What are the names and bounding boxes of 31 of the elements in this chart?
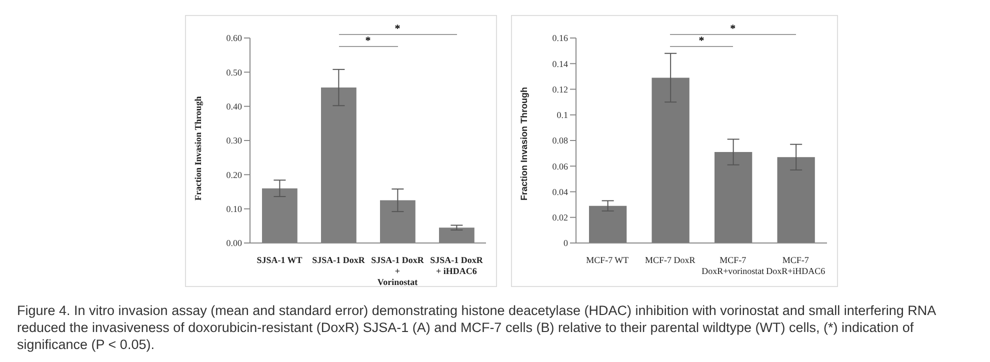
y-tick-label: 0.60 [226, 33, 242, 44]
y-axis-title: Fraction Invasion Through [519, 86, 530, 200]
y-tick-label: 0.1 [556, 110, 568, 120]
y-tick-label: 0.06 [552, 161, 568, 172]
text: * [394, 23, 402, 35]
y-tick-label: 0.04 [552, 186, 568, 197]
y-tick-label: 0.50 [226, 67, 242, 78]
y-tick-label: 0.20 [226, 170, 242, 180]
y-tick-label: 0.08 [552, 136, 568, 146]
y-tick-label: 0.16 [552, 33, 568, 44]
x-tick-label: MCF-7 DoxR+iHDAC6 [766, 255, 826, 276]
y-axis-title: Fraction Invasion Through [193, 96, 204, 200]
y-tick-label: 0.02 [552, 212, 568, 223]
caption: Figure 4. In vitro invasion assay (mean and standard error) demonstrating histone deacetylase (HDAC) inhibition with vorinostat and small interfering RNA reduced the invasiveness of doxorubicin-resistant (DoxR) SJSA-1 (A) and MCF-7 cells (B) relative to their parental wildtype (WT) cells, (*) indication of significance (P < 0.05). [17, 302, 937, 353]
x-tick-label: SJSA-1 WT [256, 255, 302, 265]
x-tick-label: MCF-7 WT [586, 255, 630, 265]
x-tick-label: SJSA-1 DoxR + iHDAC6 [430, 255, 484, 276]
x-tick-label: MCF-7 DoxR+vorinostat [702, 255, 765, 276]
x-tick-label: SJSA-1 DoxR [312, 255, 366, 265]
y-tick-label: 0.00 [226, 238, 242, 248]
y-tick-label: 0.10 [226, 204, 242, 214]
x-tick-label: MCF-7 DoxR [644, 255, 696, 265]
annotation: * [698, 35, 706, 47]
y-tick-label: 0.40 [226, 102, 242, 112]
y-tick-label: 0 [564, 238, 568, 248]
annotation: * [364, 35, 372, 47]
y-tick-label: 0.12 [552, 84, 568, 94]
y-tick-label: 0.14 [552, 58, 568, 69]
y-tick-label: 0.30 [226, 136, 242, 146]
x-tick-label: SJSA-1 DoxR + Vorinostat [371, 255, 424, 287]
text: * [729, 23, 737, 35]
